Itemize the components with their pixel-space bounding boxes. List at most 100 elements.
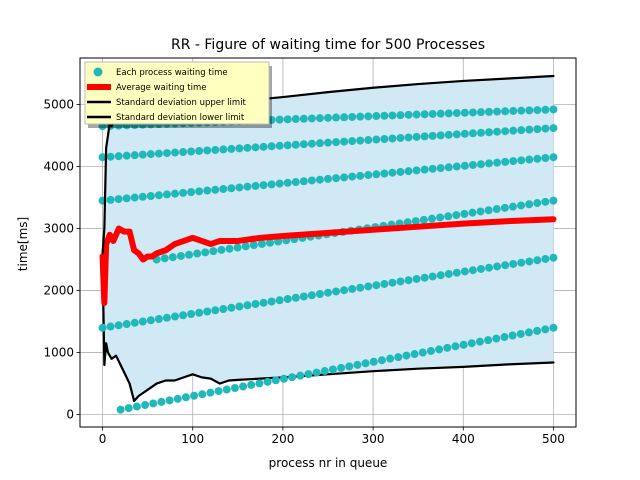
y-tick-label: 0 bbox=[66, 408, 74, 422]
data-point bbox=[206, 388, 215, 397]
data-point bbox=[444, 212, 453, 221]
data-point bbox=[332, 113, 341, 122]
data-point bbox=[173, 394, 182, 403]
data-point bbox=[106, 195, 115, 204]
data-point bbox=[185, 250, 194, 259]
data-point bbox=[266, 238, 275, 247]
data-point bbox=[283, 141, 292, 150]
data-point bbox=[179, 311, 188, 320]
data-point bbox=[198, 390, 207, 399]
data-point bbox=[549, 105, 558, 114]
data-point bbox=[141, 401, 150, 410]
x-tick-label: 400 bbox=[452, 432, 475, 446]
data-point bbox=[154, 191, 163, 200]
data-point bbox=[348, 137, 357, 146]
data-point bbox=[541, 197, 550, 206]
data-point bbox=[165, 396, 174, 405]
data-point bbox=[396, 111, 405, 120]
data-point bbox=[372, 135, 381, 144]
data-point bbox=[267, 115, 276, 124]
data-point bbox=[533, 125, 542, 134]
data-point bbox=[179, 188, 188, 197]
data-point bbox=[337, 363, 346, 372]
std-band bbox=[102, 75, 554, 401]
data-point bbox=[98, 323, 107, 332]
data-point bbox=[525, 106, 534, 115]
data-point bbox=[257, 239, 266, 248]
data-point bbox=[394, 353, 403, 362]
data-point bbox=[146, 316, 155, 325]
data-point bbox=[187, 310, 196, 319]
data-point bbox=[353, 360, 362, 369]
data-point bbox=[460, 108, 469, 117]
data-point bbox=[404, 167, 413, 176]
data-point bbox=[219, 305, 228, 314]
y-axis-ticks: 0 1000 2000 3000 4000 5000 bbox=[43, 98, 80, 422]
data-point bbox=[525, 200, 534, 209]
data-point bbox=[312, 368, 321, 377]
data-point bbox=[348, 284, 357, 293]
x-tick-label: 500 bbox=[542, 432, 565, 446]
y-tick-label: 2000 bbox=[43, 284, 74, 298]
data-point bbox=[541, 154, 550, 163]
average-layer bbox=[99, 216, 557, 306]
data-point bbox=[160, 254, 169, 263]
data-point bbox=[271, 376, 280, 385]
data-point bbox=[98, 153, 107, 162]
data-point bbox=[162, 313, 171, 322]
data-point bbox=[517, 106, 526, 115]
data-point bbox=[419, 215, 428, 224]
legend: Each process waiting time Average waitin… bbox=[84, 61, 272, 128]
data-point bbox=[396, 167, 405, 176]
data-point bbox=[500, 333, 509, 342]
data-point bbox=[209, 247, 218, 256]
data-point bbox=[328, 365, 337, 374]
data-point bbox=[291, 140, 300, 149]
data-point bbox=[181, 393, 190, 402]
data-point bbox=[533, 199, 542, 208]
data-point bbox=[484, 206, 493, 215]
data-point bbox=[509, 157, 518, 166]
data-point bbox=[340, 113, 349, 122]
data-point bbox=[361, 359, 370, 368]
data-point bbox=[275, 115, 284, 124]
data-point bbox=[162, 190, 171, 199]
data-point bbox=[233, 243, 242, 252]
data-point bbox=[372, 281, 381, 290]
data-point bbox=[396, 277, 405, 286]
data-point bbox=[230, 384, 239, 393]
data-point bbox=[267, 297, 276, 306]
data-point bbox=[500, 203, 509, 212]
data-point bbox=[460, 129, 469, 138]
data-point bbox=[227, 184, 236, 193]
data-point bbox=[187, 188, 196, 197]
data-point bbox=[420, 273, 429, 282]
data-point bbox=[154, 315, 163, 324]
data-point bbox=[179, 148, 188, 157]
data-point bbox=[485, 107, 494, 116]
data-point bbox=[452, 130, 461, 139]
data-point bbox=[443, 343, 452, 352]
data-point bbox=[380, 279, 389, 288]
legend-label-average: Average waiting time bbox=[116, 83, 207, 93]
x-tick-label: 100 bbox=[181, 432, 204, 446]
data-point bbox=[171, 189, 180, 198]
data-point bbox=[412, 110, 421, 119]
data-point bbox=[525, 125, 534, 134]
data-point bbox=[541, 325, 550, 334]
data-point bbox=[154, 149, 163, 158]
data-point bbox=[420, 110, 429, 119]
data-point bbox=[203, 307, 212, 316]
data-point bbox=[227, 303, 236, 312]
data-point bbox=[501, 127, 510, 136]
data-point bbox=[436, 131, 445, 140]
x-tick-label: 200 bbox=[271, 432, 294, 446]
data-point bbox=[525, 155, 534, 164]
data-point bbox=[296, 371, 305, 380]
data-point bbox=[444, 163, 453, 172]
std-lower-line bbox=[101, 258, 555, 403]
data-point bbox=[509, 259, 518, 268]
data-point bbox=[436, 109, 445, 118]
data-point bbox=[428, 272, 437, 281]
data-point bbox=[251, 143, 260, 152]
